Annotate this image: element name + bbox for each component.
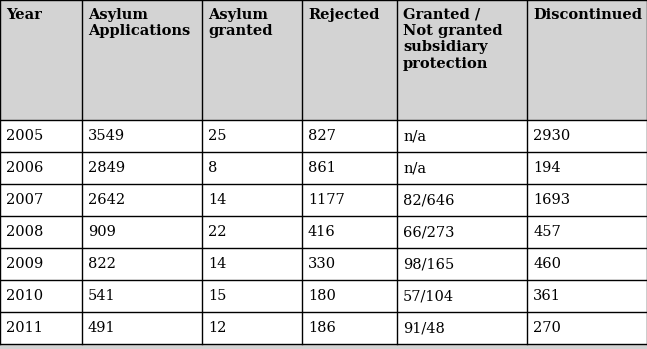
Text: 2005: 2005 — [6, 129, 43, 143]
Text: 194: 194 — [533, 161, 560, 175]
Bar — [527, 216, 647, 248]
Text: n/a: n/a — [403, 129, 426, 143]
Bar — [82, 248, 202, 280]
Text: 8: 8 — [208, 161, 217, 175]
Text: n/a: n/a — [403, 161, 426, 175]
Text: Year: Year — [6, 8, 42, 22]
Text: 1177: 1177 — [308, 193, 345, 207]
Bar — [0, 312, 82, 344]
Bar — [527, 184, 647, 216]
Text: 2008: 2008 — [6, 225, 43, 239]
Bar — [0, 152, 82, 184]
Bar — [202, 216, 302, 248]
Text: 14: 14 — [208, 193, 226, 207]
Text: Granted /
Not granted
subsidiary
protection: Granted / Not granted subsidiary protect… — [403, 8, 503, 70]
Bar — [202, 280, 302, 312]
Bar — [302, 0, 397, 120]
Bar — [202, 248, 302, 280]
Text: 2009: 2009 — [6, 257, 43, 271]
Bar — [302, 312, 397, 344]
Bar — [527, 0, 647, 120]
Bar — [397, 280, 527, 312]
Bar — [82, 312, 202, 344]
Bar — [202, 184, 302, 216]
Bar — [82, 152, 202, 184]
Text: 2007: 2007 — [6, 193, 43, 207]
Bar — [397, 152, 527, 184]
Text: 15: 15 — [208, 289, 226, 303]
Bar — [0, 216, 82, 248]
Bar — [397, 184, 527, 216]
Bar — [82, 120, 202, 152]
Bar — [82, 216, 202, 248]
Bar — [302, 248, 397, 280]
Text: 3549: 3549 — [88, 129, 125, 143]
Text: 491: 491 — [88, 321, 116, 335]
Text: 541: 541 — [88, 289, 116, 303]
Text: 270: 270 — [533, 321, 561, 335]
Text: 98/165: 98/165 — [403, 257, 454, 271]
Bar — [527, 312, 647, 344]
Text: 1693: 1693 — [533, 193, 570, 207]
Bar — [397, 248, 527, 280]
Text: 180: 180 — [308, 289, 336, 303]
Text: Asylum
Applications: Asylum Applications — [88, 8, 190, 38]
Bar — [397, 312, 527, 344]
Text: 861: 861 — [308, 161, 336, 175]
Bar — [397, 0, 527, 120]
Bar — [202, 312, 302, 344]
Bar — [527, 152, 647, 184]
Text: 91/48: 91/48 — [403, 321, 445, 335]
Text: 186: 186 — [308, 321, 336, 335]
Bar — [0, 0, 82, 120]
Bar — [0, 184, 82, 216]
Bar — [202, 0, 302, 120]
Text: 12: 12 — [208, 321, 226, 335]
Bar — [302, 216, 397, 248]
Text: 2011: 2011 — [6, 321, 43, 335]
Text: 330: 330 — [308, 257, 336, 271]
Bar — [0, 120, 82, 152]
Bar — [302, 120, 397, 152]
Bar — [302, 184, 397, 216]
Bar — [302, 152, 397, 184]
Text: 2849: 2849 — [88, 161, 125, 175]
Text: 909: 909 — [88, 225, 116, 239]
Text: 827: 827 — [308, 129, 336, 143]
Bar — [527, 120, 647, 152]
Bar — [302, 280, 397, 312]
Text: 14: 14 — [208, 257, 226, 271]
Text: 361: 361 — [533, 289, 561, 303]
Bar — [527, 280, 647, 312]
Bar — [82, 280, 202, 312]
Bar — [202, 152, 302, 184]
Text: 416: 416 — [308, 225, 336, 239]
Text: 460: 460 — [533, 257, 561, 271]
Text: 57/104: 57/104 — [403, 289, 454, 303]
Text: Rejected: Rejected — [308, 8, 379, 22]
Text: 2006: 2006 — [6, 161, 43, 175]
Text: 82/646: 82/646 — [403, 193, 454, 207]
Bar — [82, 184, 202, 216]
Text: 2010: 2010 — [6, 289, 43, 303]
Bar — [397, 216, 527, 248]
Bar — [397, 120, 527, 152]
Text: 2930: 2930 — [533, 129, 570, 143]
Text: 66/273: 66/273 — [403, 225, 454, 239]
Text: 822: 822 — [88, 257, 116, 271]
Text: 25: 25 — [208, 129, 226, 143]
Bar — [82, 0, 202, 120]
Text: Discontinued: Discontinued — [533, 8, 642, 22]
Text: Asylum
granted: Asylum granted — [208, 8, 272, 38]
Bar — [0, 280, 82, 312]
Text: 457: 457 — [533, 225, 561, 239]
Bar — [0, 248, 82, 280]
Bar — [527, 248, 647, 280]
Bar — [202, 120, 302, 152]
Text: 22: 22 — [208, 225, 226, 239]
Text: 2642: 2642 — [88, 193, 125, 207]
